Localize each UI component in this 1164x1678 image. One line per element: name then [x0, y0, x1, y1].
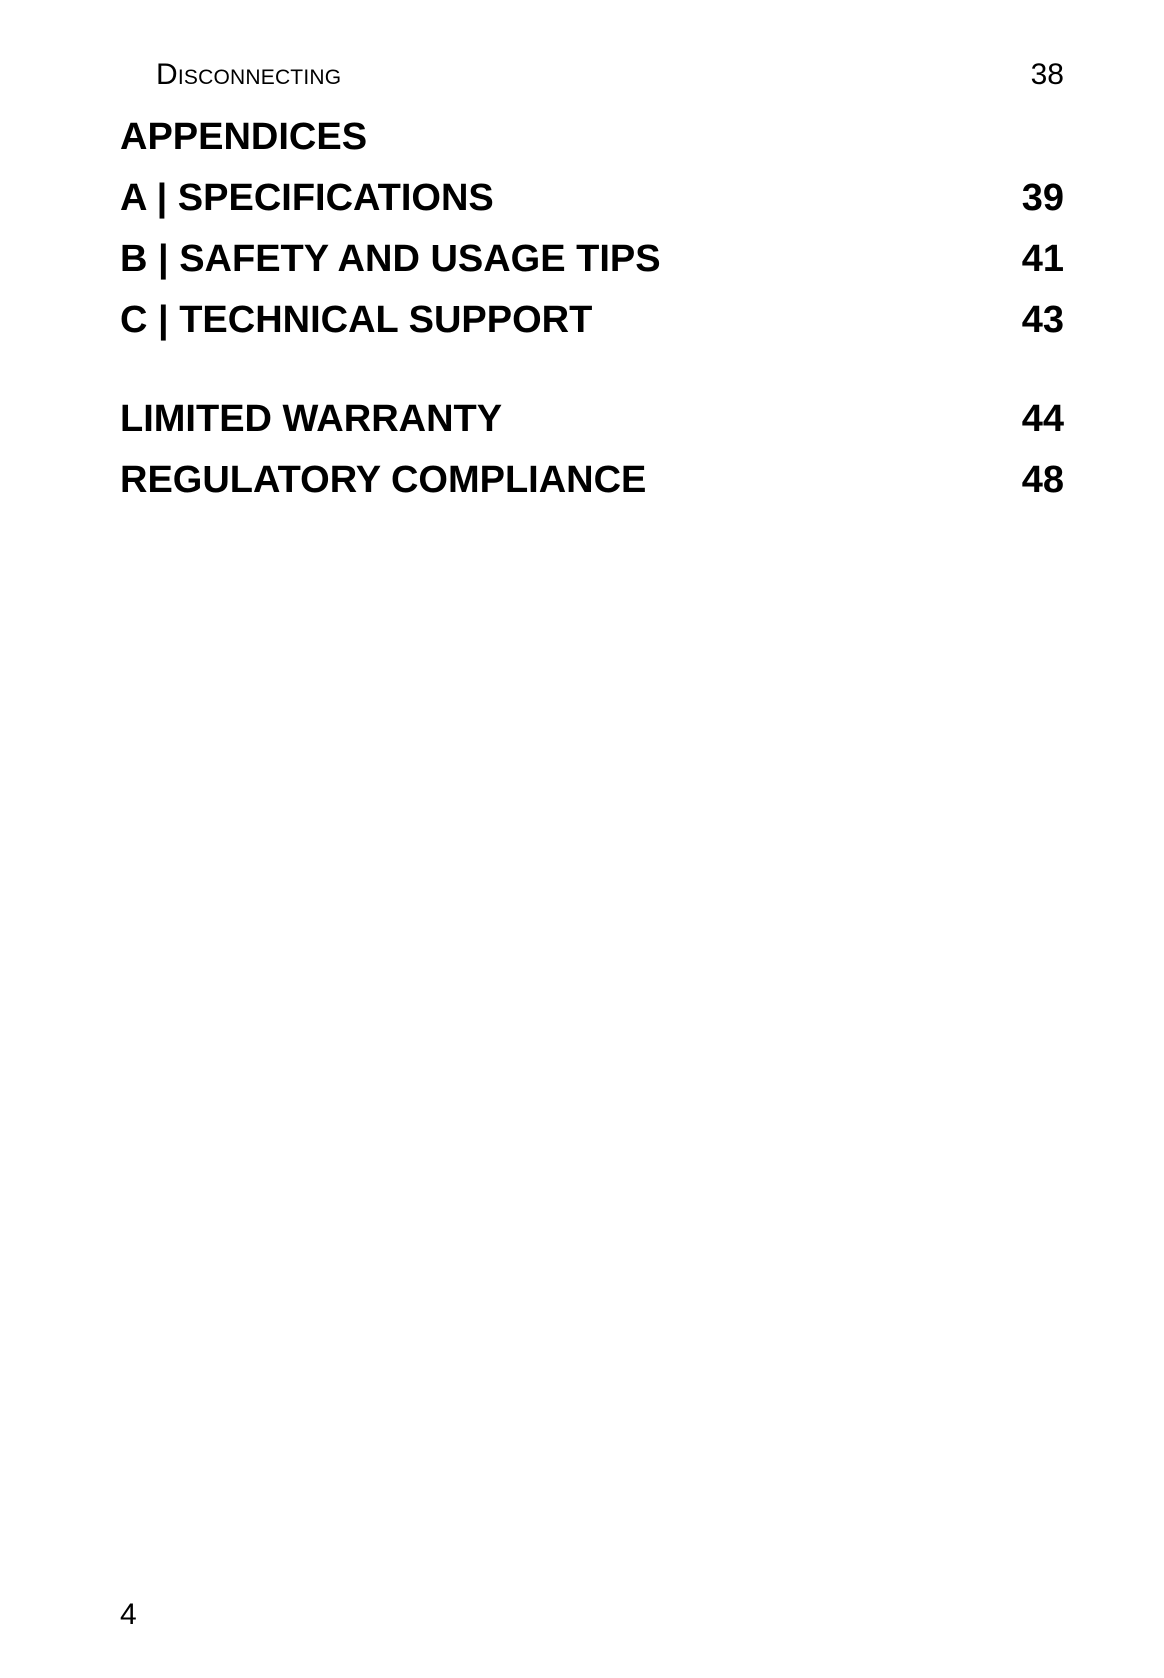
toc-subentry-disconnecting: Disconnecting 38 [120, 58, 1064, 92]
document-page: Disconnecting 38 APPENDICES A | SPECIFIC… [0, 0, 1164, 1678]
toc-entry-warranty: LIMITED WARRANTY 44 [120, 398, 1064, 441]
toc-entry-label: C | TECHNICAL SUPPORT [120, 299, 592, 342]
spacer [120, 360, 1064, 388]
toc-entry-regulatory: REGULATORY COMPLIANCE 48 [120, 459, 1064, 502]
toc-subentry-label: Disconnecting [156, 58, 341, 92]
toc-entry-technical-support: C | TECHNICAL SUPPORT 43 [120, 299, 1064, 342]
toc-entry-page: 44 [1022, 398, 1064, 441]
page-number: 4 [120, 1598, 137, 1632]
toc-entry-label: B | SAFETY AND USAGE TIPS [120, 238, 661, 281]
toc-entry-safety: B | SAFETY AND USAGE TIPS 41 [120, 238, 1064, 281]
toc-entry-page: 43 [1022, 299, 1064, 342]
toc-entry-specifications: A | SPECIFICATIONS 39 [120, 177, 1064, 220]
toc-entry-page: 48 [1022, 459, 1064, 502]
toc-entry-label: LIMITED WARRANTY [120, 398, 502, 441]
toc-entry-page: 39 [1022, 177, 1064, 220]
toc-entry-label: A | SPECIFICATIONS [120, 177, 494, 220]
toc-entry-label: REGULATORY COMPLIANCE [120, 459, 646, 502]
toc-heading-label: APPENDICES [120, 116, 367, 158]
toc-subentry-page: 38 [1031, 58, 1064, 92]
toc-entry-page: 41 [1022, 238, 1064, 281]
toc-heading-appendices: APPENDICES [120, 116, 1064, 159]
